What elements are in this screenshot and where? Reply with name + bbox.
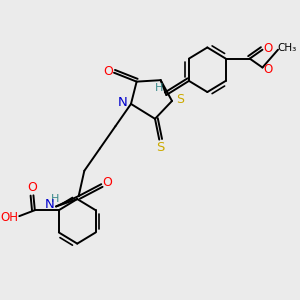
Text: N: N [45, 199, 55, 212]
Text: O: O [27, 182, 37, 194]
Text: O: O [263, 62, 272, 76]
Text: H: H [155, 82, 164, 93]
Text: O: O [263, 42, 272, 55]
Text: S: S [176, 93, 184, 106]
Text: H: H [50, 194, 59, 204]
Text: CH₃: CH₃ [278, 43, 297, 53]
Text: OH: OH [0, 211, 18, 224]
Text: O: O [103, 176, 112, 189]
Text: O: O [103, 65, 113, 78]
Text: N: N [118, 96, 128, 109]
Text: S: S [157, 141, 165, 154]
